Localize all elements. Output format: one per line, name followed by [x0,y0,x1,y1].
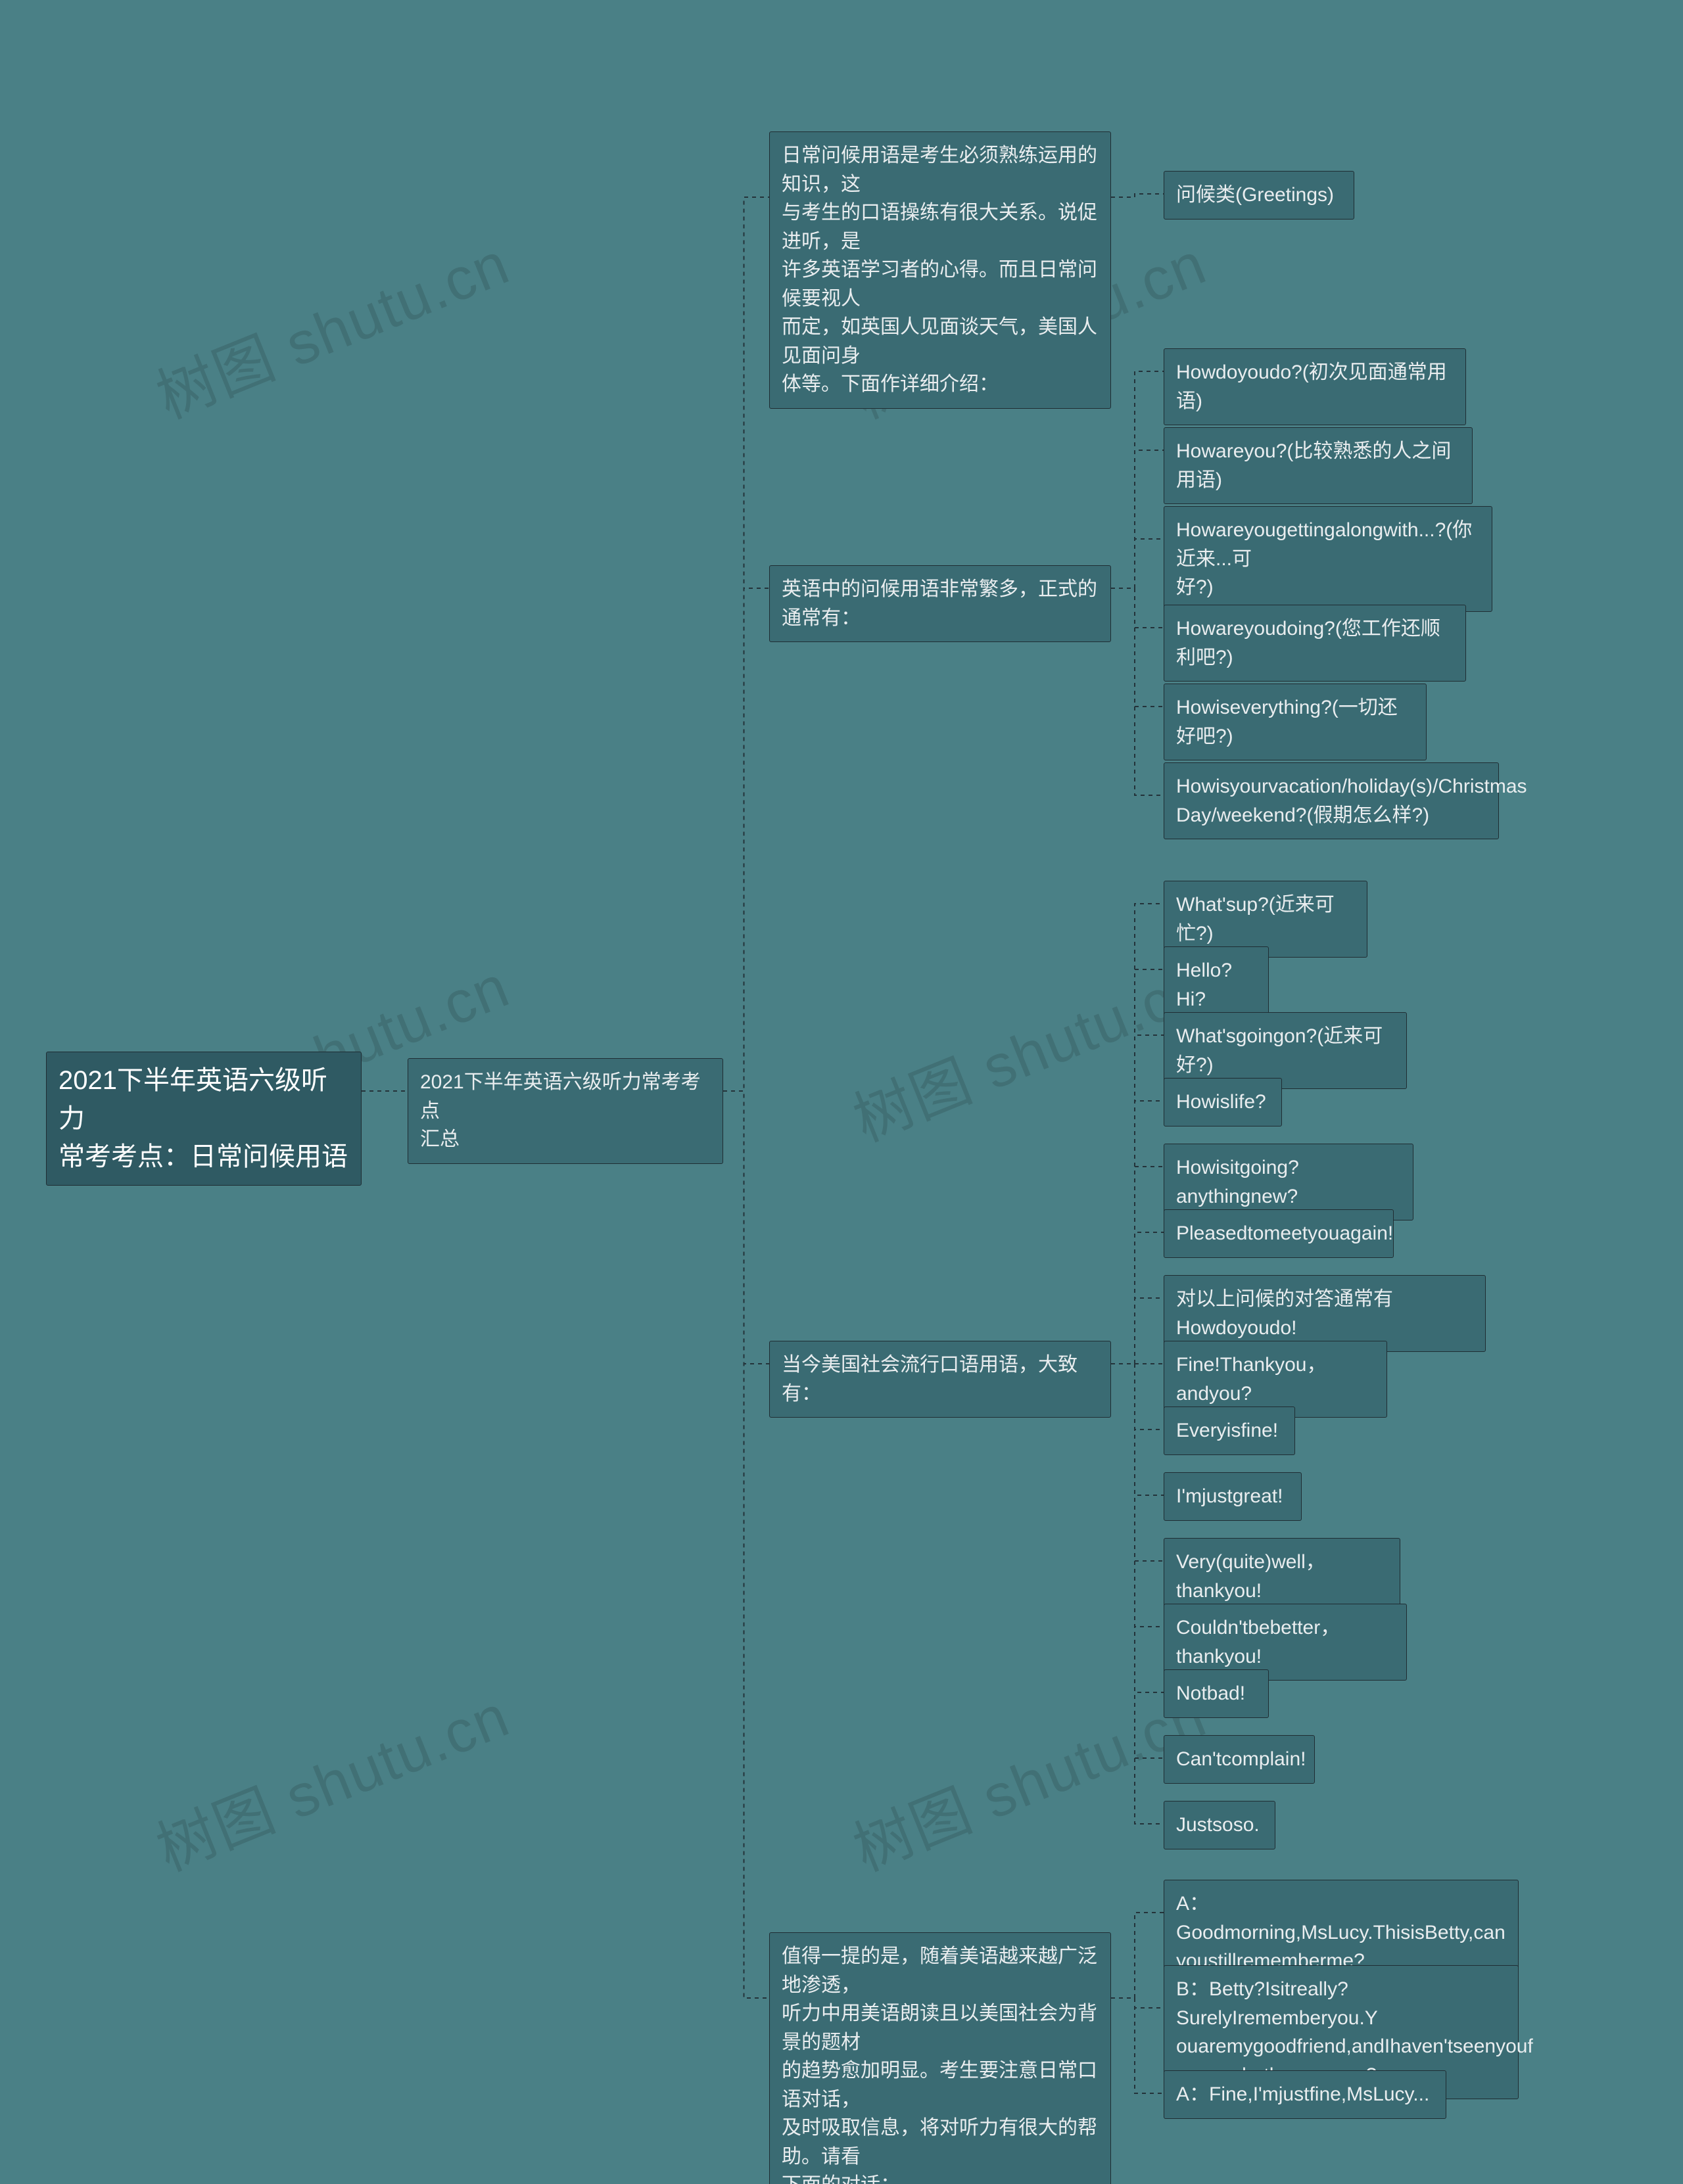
connector [1111,1364,1164,1429]
connector [723,1091,769,1364]
connector [1111,1364,1164,1692]
node-label: Howareyoudoing?(您工作还顺利吧?) [1176,615,1454,672]
node-label: 2021下半年英语六级听力常考考点 汇总 [420,1068,711,1154]
connector [1111,588,1164,707]
node-label: 2021下半年英语六级听力 常考考点：日常问候用语 [59,1061,349,1176]
mindmap-canvas: 树图 shutu.cn 树图 shutu.cn 树图 shutu.cn 树图 shut… [0,0,1683,2184]
mindmap-node[interactable]: 值得一提的是，随着美语越来越广泛地渗透， 听力中用美语朗读且以美国社会为背景的题… [769,1932,1111,2184]
mindmap-node[interactable]: Can'tcomplain! [1164,1735,1315,1784]
connector [1111,1364,1164,1758]
node-label: 问候类(Greetings) [1176,181,1334,210]
mindmap-node[interactable]: 2021下半年英语六级听力常考考点 汇总 [408,1058,723,1164]
node-label: Howareyougettingalongwith...?(你近来...可 好?… [1176,516,1480,602]
connector [1111,1232,1164,1364]
connector [1111,1998,1164,2008]
node-label: Howdoyoudo?(初次见面通常用语) [1176,358,1454,415]
connector [1111,194,1164,197]
connector [1111,1364,1164,1561]
mindmap-node[interactable]: Howiseverything?(一切还好吧?) [1164,684,1427,760]
node-label: Hello?Hi? [1176,956,1256,1013]
node-label: Everyisfine! [1176,1416,1278,1445]
connector [1111,1998,1164,2093]
mindmap-node[interactable]: Howareyou?(比较熟悉的人之间用语) [1164,427,1473,504]
node-label: 英语中的问候用语非常繁多，正式的通常有： [782,575,1099,632]
connector [1111,1035,1164,1364]
connector [1111,371,1164,588]
root-node[interactable]: 2021下半年英语六级听力 常考考点：日常问候用语 [46,1052,362,1186]
mindmap-node[interactable]: Howdoyoudo?(初次见面通常用语) [1164,348,1466,425]
node-label: Howisitgoing?anythingnew? [1176,1153,1401,1211]
watermark: 树图 shutu.cn [839,939,1217,1157]
mindmap-node[interactable]: Pleasedtomeetyouagain! [1164,1209,1394,1258]
connector [1111,450,1164,588]
watermark: 树图 shutu.cn [142,216,520,434]
connector [1111,904,1164,1364]
connector [1111,1364,1164,1495]
node-label: Howiseverything?(一切还好吧?) [1176,693,1414,751]
mindmap-node[interactable]: 问候类(Greetings) [1164,171,1354,220]
node-label: Fine!Thankyou，andyou? [1176,1351,1375,1408]
connector [723,588,769,1091]
node-label: Pleasedtomeetyouagain! [1176,1219,1393,1248]
mindmap-node[interactable]: Notbad! [1164,1669,1269,1718]
node-label: 值得一提的是，随着美语越来越广泛地渗透， 听力中用美语朗读且以美国社会为背景的题… [782,1942,1099,2184]
watermark: 树图 shutu.cn [839,1668,1217,1887]
node-label: 当今美国社会流行口语用语，大致有： [782,1351,1099,1408]
node-label: Howislife? [1176,1088,1266,1117]
node-label: What'sup?(近来可忙?) [1176,891,1355,948]
node-label: A：Goodmorning,MsLucy.ThisisBetty,can you… [1176,1890,1506,1976]
node-label: Very(quite)well，thankyou! [1176,1548,1388,1605]
connector [1111,539,1164,588]
connector [1111,588,1164,795]
node-label: Notbad! [1176,1679,1245,1708]
node-label: 日常问候用语是考生必须熟练运用的知识，这 与考生的口语操练有很大关系。说促进听，… [782,141,1099,399]
connector [1111,1167,1164,1364]
connector [723,197,769,1091]
mindmap-node[interactable]: Howislife? [1164,1078,1282,1127]
connector [723,1091,769,1998]
connector [1111,969,1164,1364]
node-label: Howisyourvacation/holiday(s)/Christmas D… [1176,772,1527,829]
node-label: Couldn'tbebetter，thankyou! [1176,1614,1394,1671]
connector [1111,1913,1164,1998]
connector [1111,1101,1164,1364]
mindmap-node[interactable]: Justsoso. [1164,1801,1275,1849]
watermark: 树图 shutu.cn [142,1668,520,1887]
mindmap-node[interactable]: 英语中的问候用语非常繁多，正式的通常有： [769,565,1111,642]
node-label: I'mjustgreat! [1176,1482,1283,1511]
mindmap-node[interactable]: A：Fine,I'mjustfine,MsLucy... [1164,2070,1446,2119]
mindmap-node[interactable]: Howareyougettingalongwith...?(你近来...可 好?… [1164,506,1492,612]
mindmap-node[interactable]: 当今美国社会流行口语用语，大致有： [769,1341,1111,1418]
mindmap-node[interactable]: Everyisfine! [1164,1406,1295,1455]
mindmap-node[interactable]: 日常问候用语是考生必须熟练运用的知识，这 与考生的口语操练有很大关系。说促进听，… [769,131,1111,409]
node-label: Can'tcomplain! [1176,1745,1306,1774]
node-label: Howareyou?(比较熟悉的人之间用语) [1176,437,1460,494]
connector [1111,1364,1164,1824]
mindmap-node[interactable]: Howareyoudoing?(您工作还顺利吧?) [1164,605,1466,682]
connector [1111,588,1164,628]
node-label: 对以上问候的对答通常有Howdoyoudo! [1176,1285,1473,1342]
node-label: Justsoso. [1176,1811,1260,1840]
connector [1111,1298,1164,1364]
mindmap-node[interactable]: I'mjustgreat! [1164,1472,1302,1521]
node-label: A：Fine,I'mjustfine,MsLucy... [1176,2080,1429,2109]
mindmap-node[interactable]: Howisyourvacation/holiday(s)/Christmas D… [1164,762,1499,839]
connector [1111,1364,1164,1627]
node-label: What'sgoingon?(近来可好?) [1176,1022,1394,1079]
